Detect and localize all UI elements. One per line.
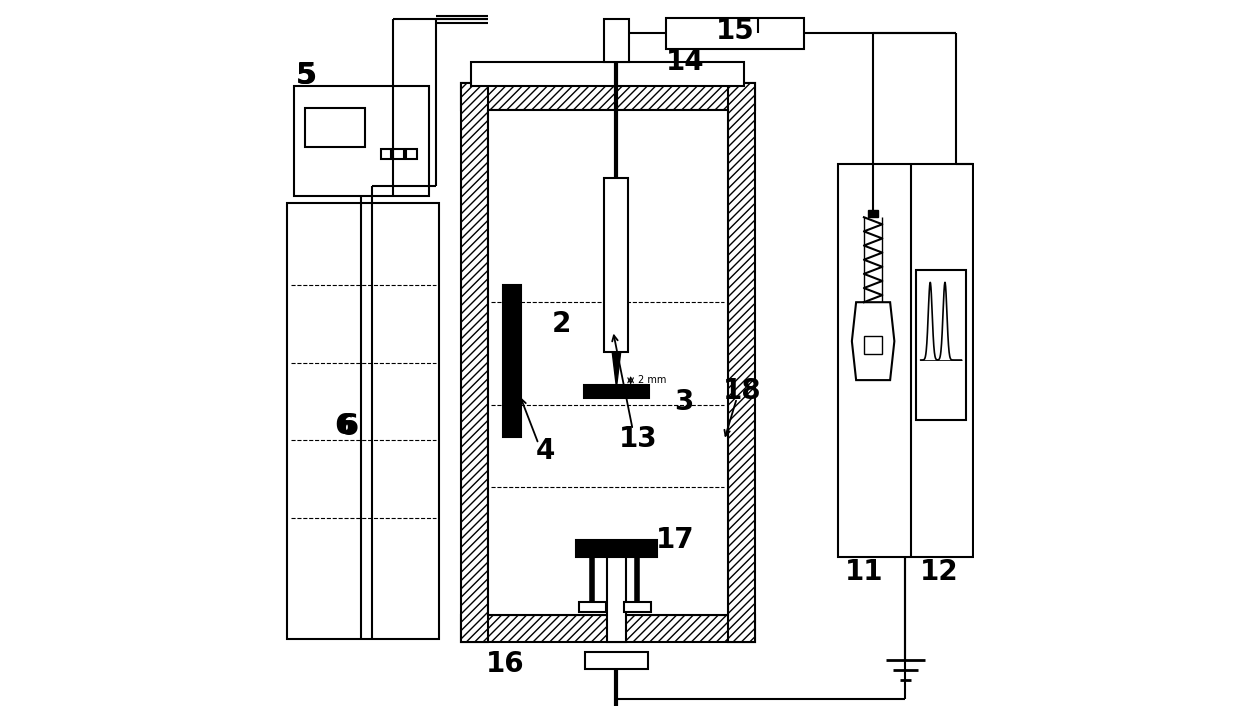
- Text: 6: 6: [334, 412, 353, 440]
- Bar: [838, 164, 972, 557]
- Bar: [460, 83, 755, 109]
- Bar: [577, 540, 657, 557]
- Text: 4: 4: [536, 437, 556, 465]
- Bar: [584, 651, 649, 669]
- Bar: [608, 543, 626, 642]
- Bar: [460, 83, 487, 642]
- Bar: [487, 109, 728, 616]
- Text: 18: 18: [723, 377, 761, 405]
- Bar: [460, 616, 755, 642]
- Bar: [584, 385, 649, 398]
- Bar: [393, 149, 404, 159]
- Bar: [864, 336, 883, 354]
- Text: 6: 6: [337, 412, 358, 441]
- Text: 16: 16: [486, 650, 525, 678]
- Bar: [868, 210, 878, 218]
- Text: 17: 17: [656, 525, 694, 554]
- Polygon shape: [613, 352, 621, 387]
- Bar: [666, 18, 804, 49]
- Text: 5: 5: [295, 62, 315, 90]
- Text: 15: 15: [715, 17, 755, 45]
- Bar: [624, 602, 651, 612]
- Text: 14: 14: [666, 48, 704, 75]
- Polygon shape: [852, 302, 894, 380]
- Bar: [305, 107, 365, 146]
- Bar: [381, 149, 392, 159]
- Bar: [579, 602, 606, 612]
- Text: 3: 3: [675, 387, 693, 415]
- Bar: [288, 203, 439, 638]
- Bar: [294, 86, 429, 196]
- Bar: [604, 19, 629, 62]
- Bar: [471, 62, 744, 86]
- Bar: [604, 178, 629, 352]
- Text: 2: 2: [552, 309, 572, 338]
- Bar: [407, 149, 417, 159]
- Text: 2 mm: 2 mm: [637, 375, 666, 385]
- Bar: [916, 270, 966, 419]
- Text: 11: 11: [846, 557, 884, 585]
- Bar: [728, 83, 755, 642]
- Bar: [503, 284, 521, 437]
- Text: 13: 13: [619, 425, 657, 453]
- Text: 5: 5: [295, 61, 317, 90]
- Text: 12: 12: [919, 557, 959, 585]
